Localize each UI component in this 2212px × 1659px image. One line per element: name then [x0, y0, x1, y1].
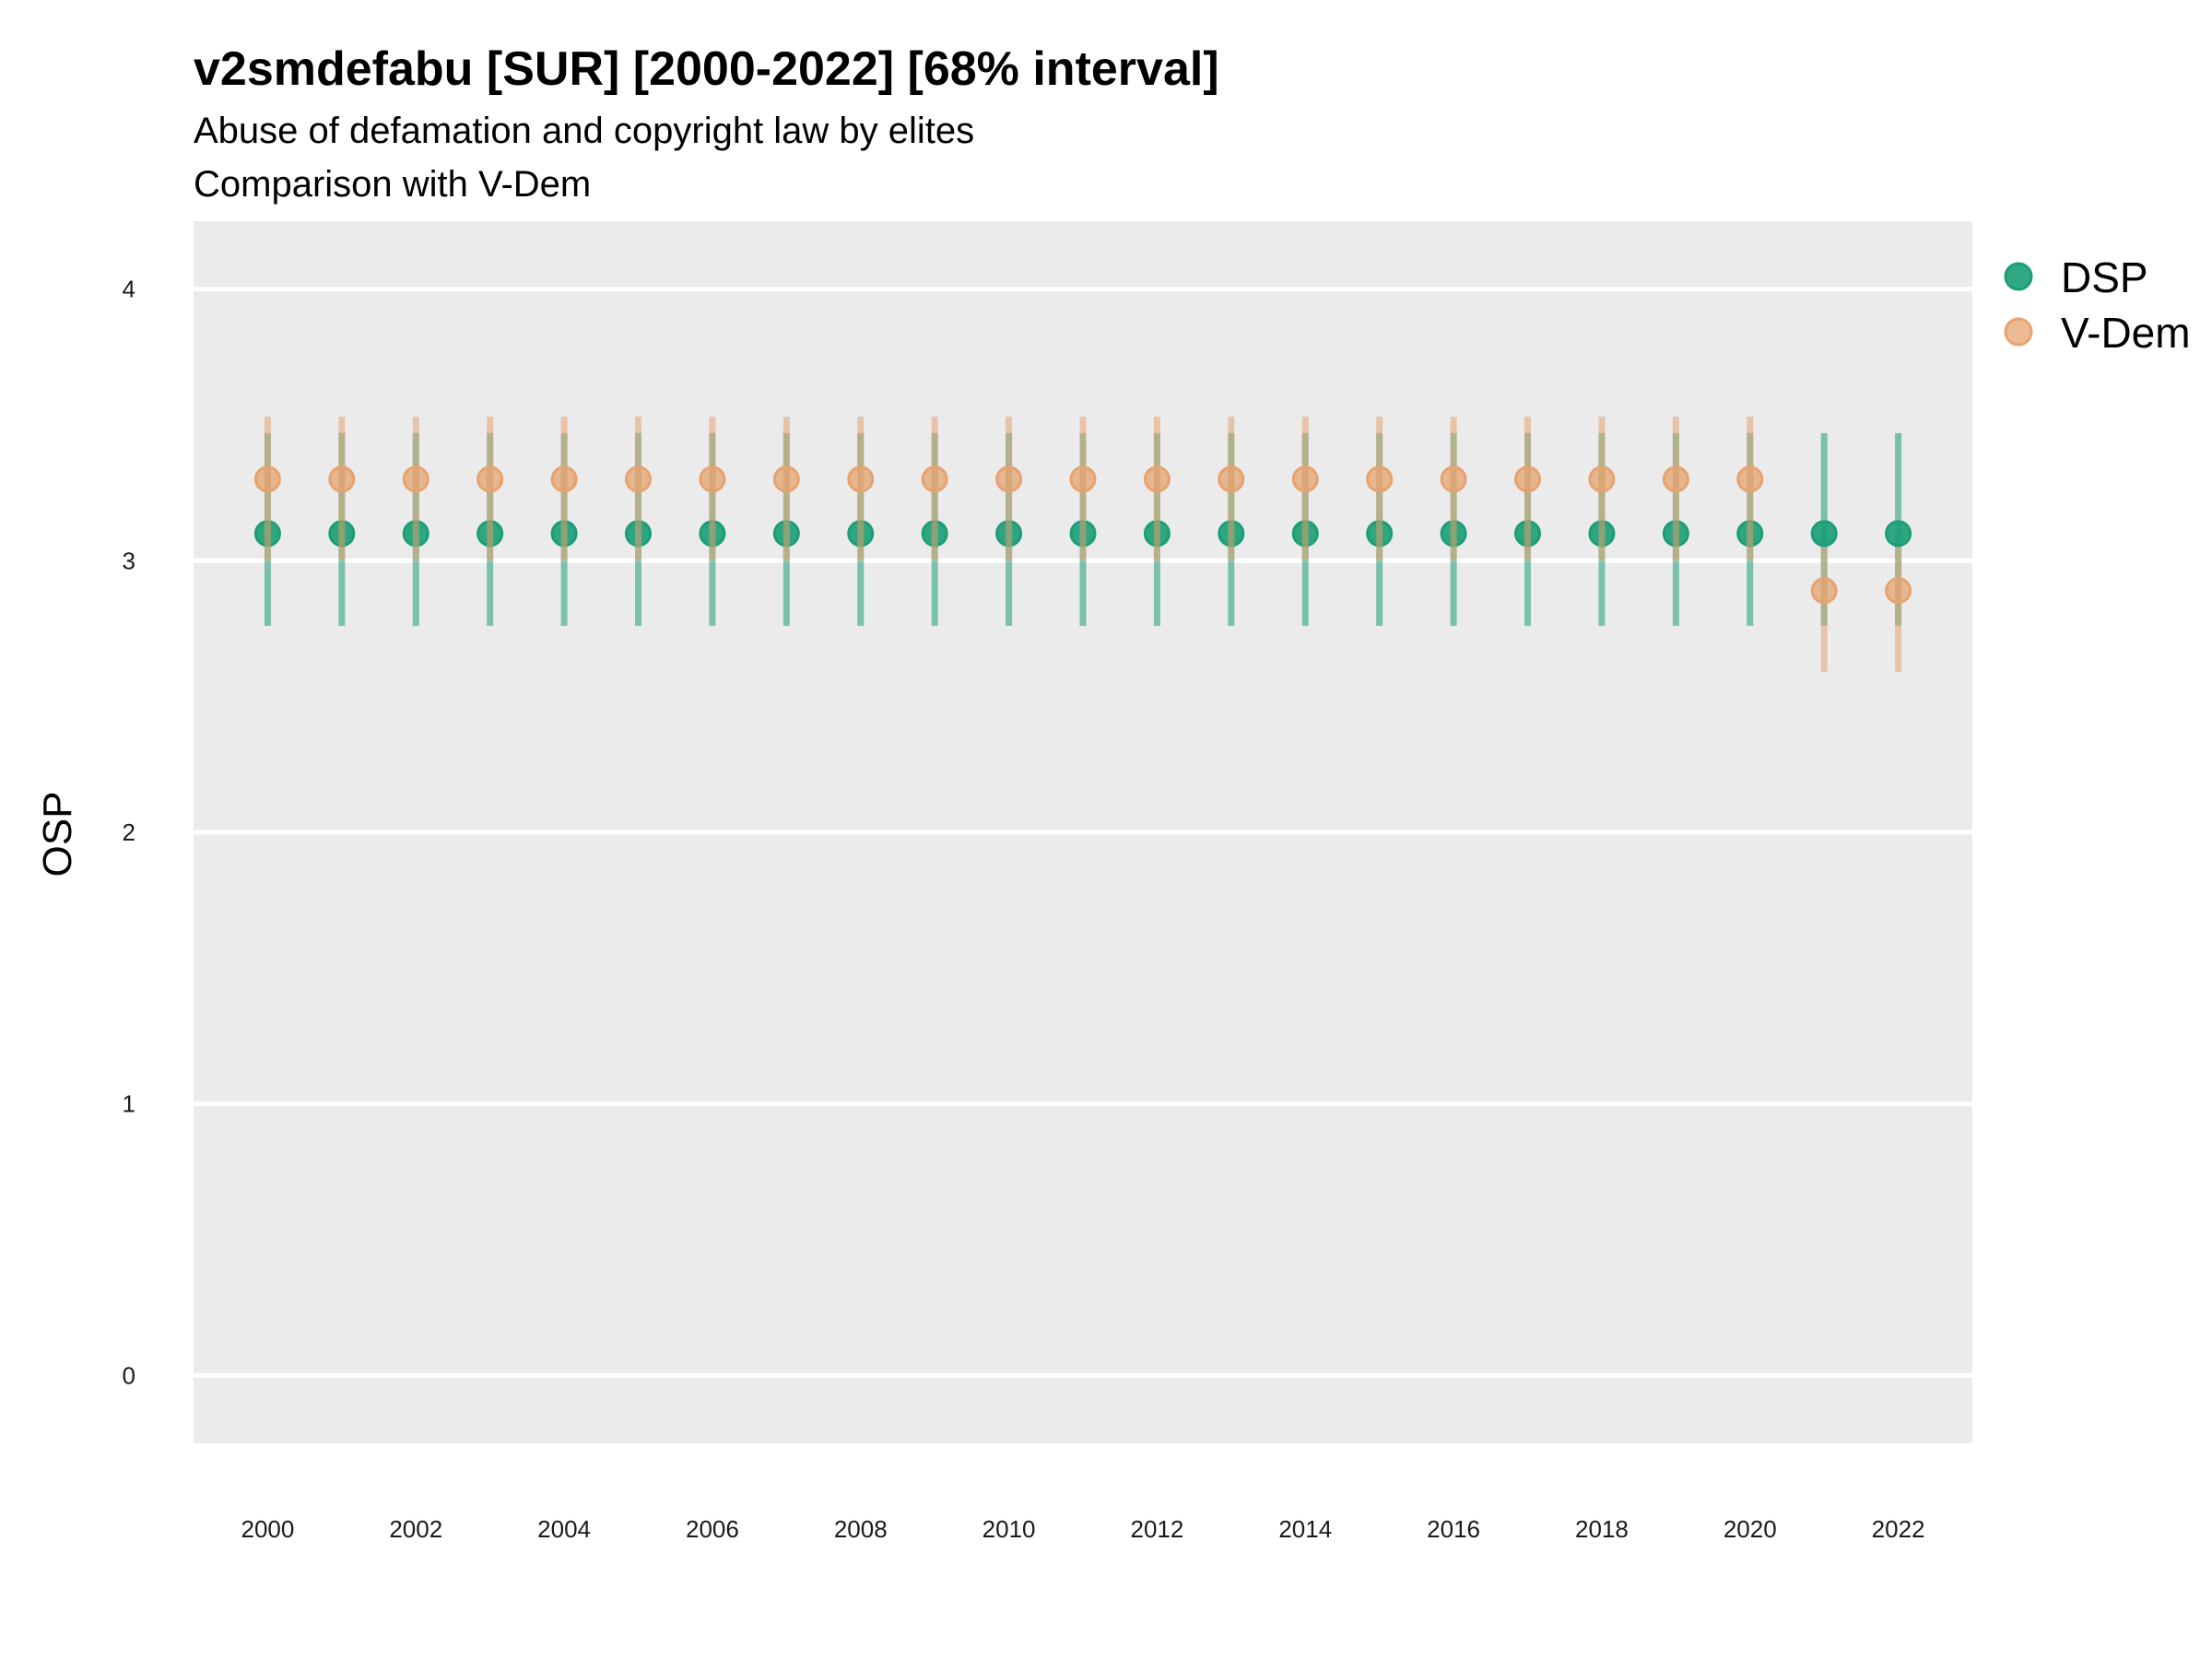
x-tick-label-2016: 2016	[1427, 1515, 1480, 1543]
x-tick-label-2014: 2014	[1278, 1515, 1332, 1543]
y-axis-ticks: 0 1 2 3 4	[123, 276, 135, 1390]
v-dem-point-2007	[772, 465, 800, 493]
dsp-point-2022	[1885, 520, 1912, 547]
v-dem-point-2000	[253, 465, 281, 493]
v-dem-point-2014	[1291, 465, 1319, 493]
v-dem-point-2022	[1885, 577, 1912, 605]
data-marks	[253, 417, 1912, 673]
chart-subtitle-line-1: Abuse of defamation and copyright law by…	[194, 111, 974, 151]
legend-label-dsp: DSP	[2061, 253, 2148, 301]
dsp-point-2021	[1810, 520, 1838, 547]
v-dem-point-2003	[477, 465, 504, 493]
legend-marker-dsp	[2004, 262, 2033, 291]
v-dem-point-2020	[1736, 465, 1764, 493]
y-axis-label: OSP	[35, 792, 80, 877]
v-dem-point-2015	[1366, 465, 1394, 493]
v-dem-point-2018	[1588, 465, 1616, 493]
x-tick-label-2022: 2022	[1872, 1515, 1925, 1543]
y-tick-label-4: 4	[123, 276, 135, 303]
legend-label-v-dem: V-Dem	[2061, 309, 2191, 357]
x-tick-label-2008: 2008	[834, 1515, 888, 1543]
legend-marker-v-dem	[2004, 317, 2033, 347]
v-dem-point-2011	[1069, 465, 1097, 493]
x-tick-label-2010: 2010	[982, 1515, 1036, 1543]
x-tick-label-2002: 2002	[389, 1515, 442, 1543]
x-tick-label-2012: 2012	[1130, 1515, 1183, 1543]
v-dem-point-2005	[625, 465, 652, 493]
v-dem-point-2001	[328, 465, 356, 493]
v-dem-point-2009	[921, 465, 948, 493]
x-tick-label-2004: 2004	[537, 1515, 591, 1543]
y-tick-label-0: 0	[123, 1361, 135, 1389]
x-axis-ticks: 2000 2002 2004 2006 2008 2010 2012 2014 2016 2018…	[241, 1515, 1924, 1543]
v-dem-point-2006	[699, 465, 726, 493]
chart-title: v2smdefabu [SUR] [2000-2022] [68% interv…	[194, 42, 1219, 96]
x-tick-label-2020: 2020	[1724, 1515, 1777, 1543]
v-dem-point-2013	[1218, 465, 1245, 493]
chart-subtitle-line-2: Comparison with V-Dem	[194, 164, 591, 205]
v-dem-point-2008	[847, 465, 875, 493]
v-dem-point-2017	[1514, 465, 1541, 493]
y-tick-label-2: 2	[123, 818, 135, 846]
v-dem-point-2004	[550, 465, 578, 493]
v-dem-point-2021	[1810, 577, 1838, 605]
series-v-dem	[253, 417, 1912, 673]
v-dem-point-2019	[1662, 465, 1689, 493]
legend: DSP V-Dem	[2004, 253, 2191, 357]
v-dem-point-2010	[995, 465, 1023, 493]
v-dem-point-2016	[1440, 465, 1467, 493]
x-tick-label-2006: 2006	[686, 1515, 739, 1543]
y-tick-label-1: 1	[123, 1090, 135, 1118]
v-dem-point-2002	[402, 465, 429, 493]
v-dem-point-2012	[1143, 465, 1171, 493]
x-tick-label-2000: 2000	[241, 1515, 294, 1543]
y-tick-label-3: 3	[123, 547, 135, 574]
x-tick-label-2018: 2018	[1575, 1515, 1629, 1543]
